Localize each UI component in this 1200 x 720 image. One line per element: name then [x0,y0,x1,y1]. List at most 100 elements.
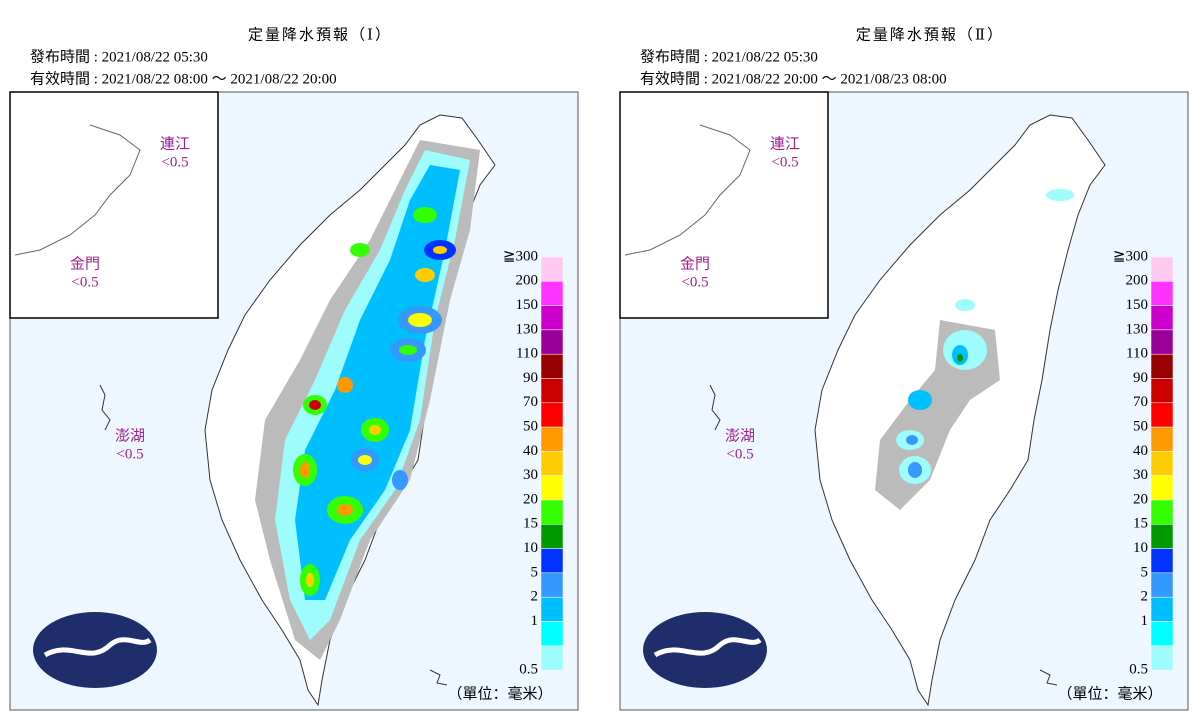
valid-time: 有效時間 : 2021/08/22 20:00 ～ 2021/08/23 08:… [640,70,947,87]
legend-swatch [1150,426,1174,452]
island-outline [429,669,448,686]
coastline [14,124,141,256]
legend-label: 30 [1133,467,1148,483]
legend-swatch [540,426,564,452]
legend-swatch [540,596,564,622]
island-name: 澎湖 [725,427,755,444]
legend-label: 15 [523,516,538,532]
legend-label: 70 [523,394,538,410]
logo-mark [653,637,762,658]
legend-swatch [1150,256,1174,282]
valid-time: 有效時間 : 2021/08/22 08:00 ～ 2021/08/22 20:… [30,70,337,87]
map-title: 定量降水預報（Ⅱ） [856,26,1004,43]
legend-label: 10 [523,540,538,556]
island-name: 金門 [70,255,100,272]
legend-label: 20 [523,491,538,507]
legend-label: 90 [1133,370,1148,386]
legend-swatch [1150,621,1174,647]
legend-swatch [540,621,564,647]
legend-label: 10 [1133,540,1148,556]
legend-label: 200 [1126,273,1149,289]
legend-swatch [540,256,564,282]
legend-swatch [540,281,564,306]
island-value: <0.5 [681,274,708,290]
legend-label: 5 [531,564,539,580]
legend-label: 2 [1141,589,1149,605]
legend-label: 150 [1126,297,1149,313]
island-name: 連江 [770,135,800,152]
legend-label: 2 [531,589,539,605]
legend-swatch [1150,572,1174,598]
penghu-outline [99,384,111,431]
legend-label: ≧300 [1113,248,1148,264]
map-panel: 定量降水預報（Ⅱ） 發布時間 : 2021/08/22 05:30 有效時間 : 2… [619,26,1189,711]
legend-swatch [540,645,564,671]
island-outline [1039,669,1058,686]
legend-swatch [1150,353,1174,379]
legend-swatch [1150,499,1174,525]
legend-swatch [540,524,564,549]
map-title: 定量降水預報（Ⅰ） [248,26,392,43]
island-value: <0.5 [726,446,753,462]
legend-swatch [540,329,564,355]
legend-swatch [540,402,564,428]
legend-swatch [1150,645,1174,671]
map-panel: 定量降水預報（Ⅰ） 發布時間 : 2021/08/22 05:30 有效時間 : 2… [9,26,579,711]
legend-swatch [540,499,564,525]
legend-label: 70 [1133,394,1148,410]
legend-label: 110 [1126,346,1148,362]
legend-swatch [1150,402,1174,428]
logo [643,612,767,688]
inset-box [9,91,219,319]
logo-mark [43,637,152,658]
logo [33,612,157,688]
island-name: 澎湖 [115,427,145,444]
island-value: <0.5 [116,446,143,462]
rain-areas [875,189,1074,510]
legend-label: 30 [523,467,538,483]
legend-swatch [1150,329,1174,355]
legend-label: 50 [1133,419,1148,435]
legend-swatch [540,475,564,501]
penghu-outline [709,384,721,431]
legend-label: 150 [516,297,539,313]
island-value: <0.5 [771,154,798,170]
legend-swatch [540,548,564,574]
legend-label: ≧300 [503,248,538,264]
legend-label: 90 [523,370,538,386]
legend-swatch [1150,378,1174,404]
legend-label: 1 [1141,613,1149,629]
legend-label: 130 [516,321,539,337]
legend-label: 20 [1133,491,1148,507]
legend-label: 15 [1133,516,1148,532]
legend-label: 40 [1133,443,1148,459]
legend-swatch [1150,305,1174,331]
issued-time: 發布時間 : 2021/08/22 05:30 [640,48,818,65]
legend-swatch [540,353,564,379]
legend-label: 110 [516,346,538,362]
legend-label: 200 [516,273,539,289]
legend-label: 0.5 [519,662,538,678]
legend-swatch [1150,524,1174,549]
legend-swatch [1150,596,1174,622]
legend-swatch [1150,475,1174,501]
island-value: <0.5 [161,154,188,170]
legend-swatch [1150,451,1174,476]
legend-swatch [1150,548,1174,574]
legend-label: 50 [523,419,538,435]
legend-label: 1 [531,613,539,629]
unit-label: （單位：毫米） [447,684,552,702]
legend-label: 0.5 [1129,662,1148,678]
coastline [624,124,751,256]
legend-swatch [1150,281,1174,306]
legend-swatch [540,378,564,404]
legend-label: 40 [523,443,538,459]
legend-label: 5 [1141,564,1149,580]
island-name: 金門 [680,255,710,272]
legend-swatch [540,305,564,331]
legend-swatch [540,572,564,598]
island-name: 連江 [160,135,190,152]
island-value: <0.5 [71,274,98,290]
